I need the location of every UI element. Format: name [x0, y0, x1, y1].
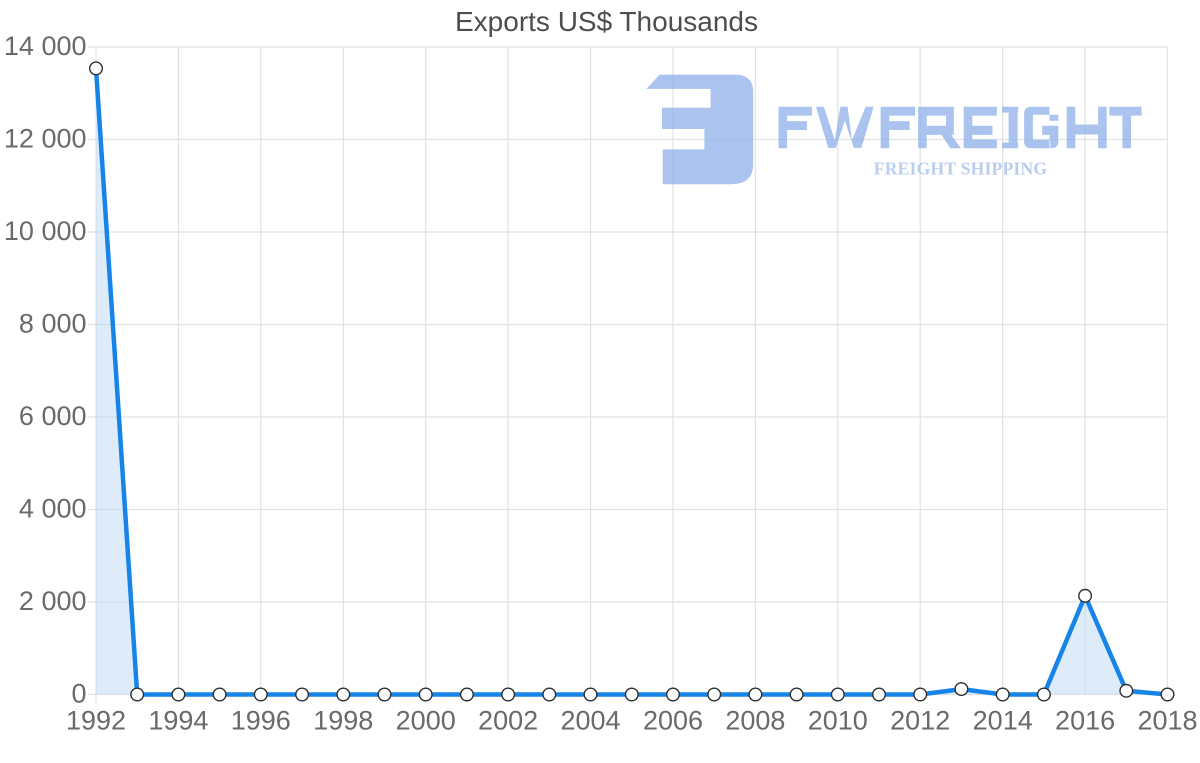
svg-text:2002: 2002: [478, 706, 538, 736]
svg-text:8 000: 8 000: [19, 309, 87, 339]
svg-text:2012: 2012: [890, 706, 950, 736]
svg-text:10 000: 10 000: [4, 216, 87, 246]
svg-text:2000: 2000: [396, 706, 456, 736]
svg-text:14 000: 14 000: [4, 31, 87, 61]
svg-text:6 000: 6 000: [19, 401, 87, 431]
svg-text:2008: 2008: [725, 706, 785, 736]
svg-text:2004: 2004: [560, 706, 620, 736]
svg-text:2010: 2010: [808, 706, 868, 736]
svg-text:Exports US$ Thousands: Exports US$ Thousands: [455, 6, 758, 37]
svg-text:1996: 1996: [231, 706, 291, 736]
svg-text:2006: 2006: [643, 706, 703, 736]
svg-text:1994: 1994: [148, 706, 208, 736]
svg-text:12 000: 12 000: [4, 124, 87, 154]
svg-text:1992: 1992: [66, 706, 126, 736]
svg-text:0: 0: [71, 679, 86, 709]
svg-text:4 000: 4 000: [19, 494, 87, 524]
svg-text:2014: 2014: [973, 706, 1033, 736]
svg-text:2016: 2016: [1055, 706, 1115, 736]
svg-text:FREIGHT SHIPPING: FREIGHT SHIPPING: [874, 159, 1048, 179]
svg-text:1998: 1998: [313, 706, 373, 736]
svg-text:2018: 2018: [1137, 706, 1197, 736]
svg-text:2 000: 2 000: [19, 586, 87, 616]
